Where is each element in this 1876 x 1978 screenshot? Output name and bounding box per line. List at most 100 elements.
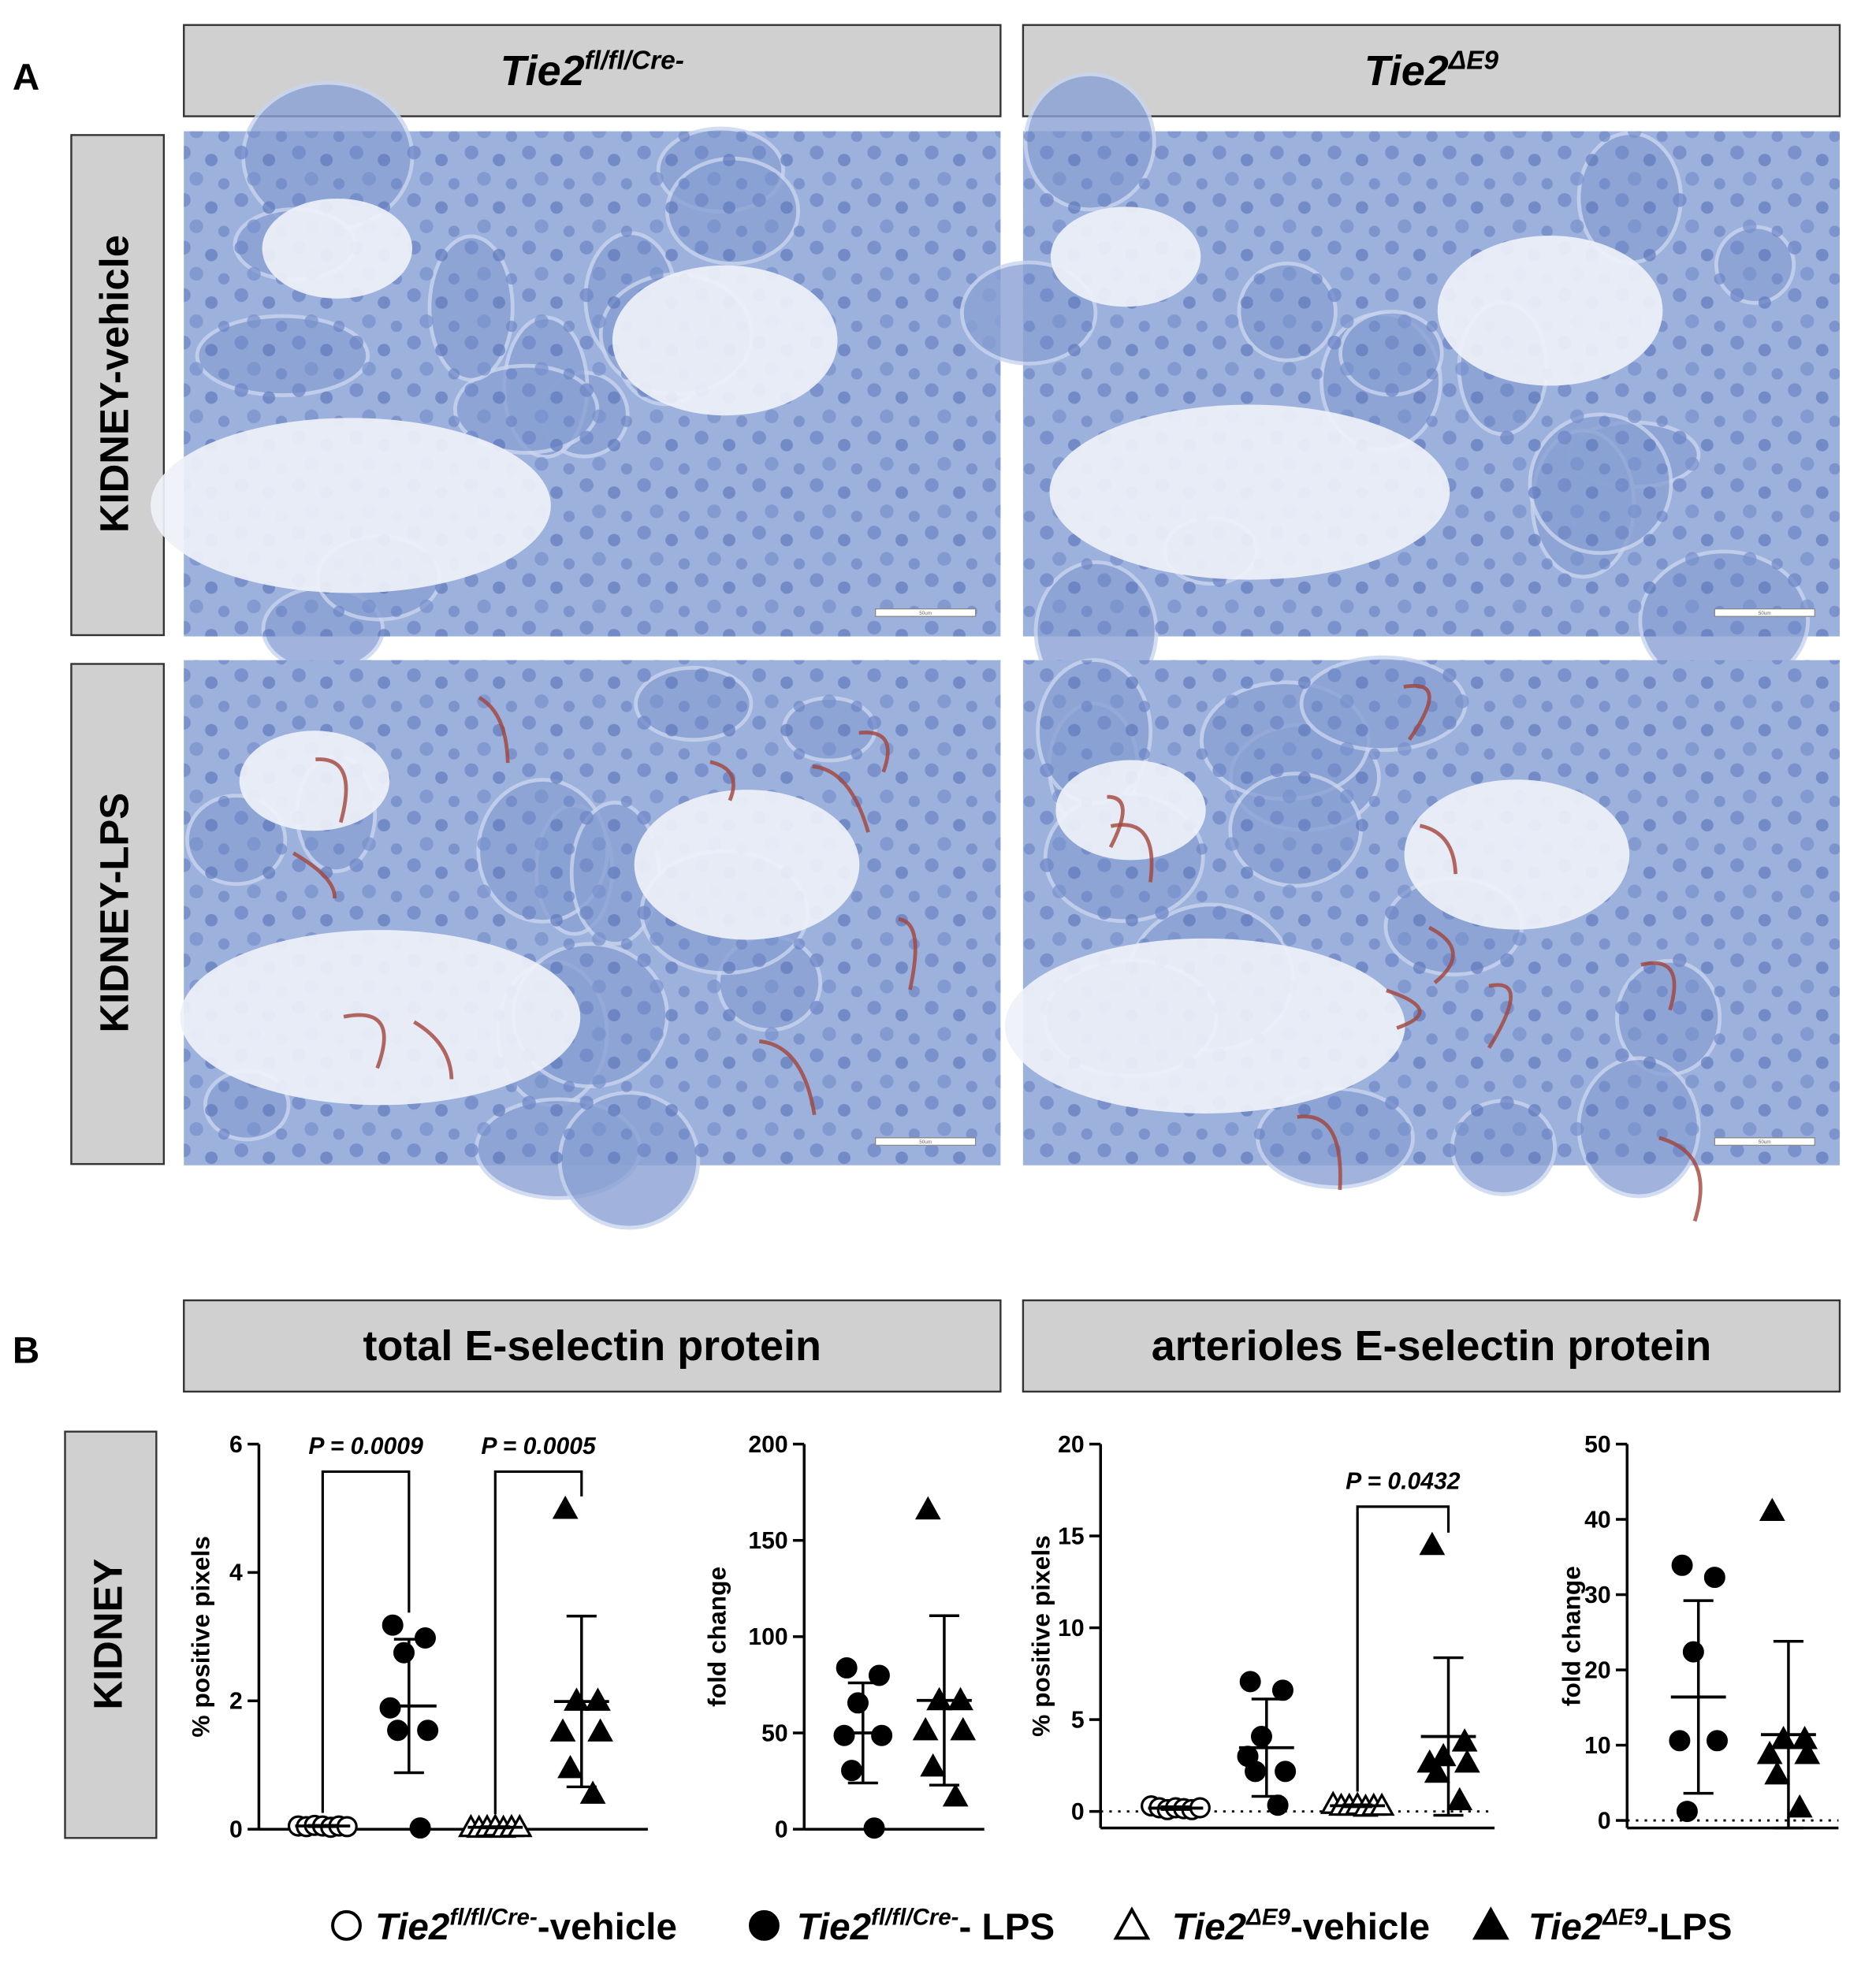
data-point [1250,1726,1272,1748]
y-tick-label: 15 [1058,1523,1085,1549]
data-point [1271,1679,1293,1701]
text-base: Tie2 [375,1906,449,1948]
scale-bar-label: 50um [919,1140,932,1145]
section-header-box [183,1299,1002,1393]
text-base: Tie2 [1172,1906,1246,1948]
y-axis-label: % positive pixels [186,1536,214,1738]
stain [1419,824,1458,875]
text-suffix: -vehicle [538,1906,677,1948]
text-superscript: fl/fl/Cre- [449,1905,537,1931]
panel-label: B [13,1329,39,1371]
y-tick-label: 30 [1584,1582,1611,1608]
data-point [393,1642,415,1664]
micrograph [180,660,1001,1230]
p-value: P = 0.0432 [1346,1469,1461,1495]
stain [1386,988,1422,1030]
data-point [836,1656,858,1679]
y-tick-label: 10 [1584,1733,1611,1759]
data-point [1759,1497,1785,1522]
scale-bar [875,608,977,617]
significance-bracket [493,1470,583,1815]
y-tick-label: 150 [748,1528,787,1554]
text-base: Tie2 [1528,1906,1602,1948]
text-superscript: fl/fl/Cre- [871,1905,958,1931]
data-point [587,1718,613,1742]
micrograph [151,80,1001,673]
data-point [1446,1787,1473,1811]
error-bar [480,1825,511,1830]
scale-bar [875,1137,977,1146]
stain [858,731,890,773]
row-label-box [70,134,166,637]
text-suffix: -LPS [1647,1906,1732,1948]
panel-label: A [13,57,39,99]
text-base: Tie2 [797,1906,871,1948]
section-header: total E-selectin protein [363,1322,821,1370]
data-point [1267,1794,1289,1816]
text-superscript: ΔE9 [1447,46,1499,75]
data-point [1682,1641,1704,1663]
significance-bracket [1356,1505,1450,1792]
y-tick-label: 6 [229,1432,243,1458]
stain [315,757,348,824]
y-tick-label: 0 [1071,1799,1085,1825]
significance-bracket [321,1470,411,1813]
error-bar [1160,1805,1191,1811]
data-point [863,1817,885,1839]
lumen [1437,236,1663,386]
y-tick-label: 4 [229,1560,243,1586]
stain [1658,1136,1703,1222]
legend-marker [1113,1906,1151,1940]
text-superscript: fl/fl/Cre- [585,46,684,75]
stain [709,760,735,801]
lumen [1004,938,1405,1114]
error-bar [847,1681,878,1785]
data-point [912,1716,939,1741]
lumen [180,930,581,1106]
p-value: P = 0.0005 [481,1433,597,1459]
y-tick-label: 100 [748,1624,787,1650]
legend-label: Tie2ΔE9-vehicle [1172,1905,1430,1948]
data-point [950,1716,977,1741]
data-point [1786,1794,1813,1818]
section-header-box [1022,1299,1841,1393]
stain [413,1020,454,1080]
column-header: Tie2ΔE9 [1364,46,1499,94]
row-label: KIDNEY-vehicle [92,235,137,533]
text-superscript: ΔE9 [1245,1905,1290,1931]
scale-bar-label: 50um [919,611,932,616]
y-tick-label: 20 [1058,1432,1085,1458]
y-tick-label: 200 [748,1432,787,1458]
data-point [409,1817,431,1839]
y-tick-label: 0 [775,1817,788,1843]
y-tick-label: 0 [229,1817,243,1843]
stain [1297,1114,1342,1191]
data-point [1707,1730,1728,1752]
stain [1640,961,1677,1011]
p-value: P = 0.0009 [308,1433,423,1459]
data-point [417,1720,439,1742]
data-point [942,1783,969,1807]
scale-bar [1714,1137,1815,1146]
data-point [914,1496,941,1520]
legend-marker [331,1909,362,1941]
text-suffix: -vehicle [1290,1906,1430,1948]
data-point [564,1687,590,1711]
scale-bar [1714,608,1815,617]
error-bar [929,1614,959,1787]
y-tick-label: 50 [761,1720,788,1746]
column-header: Tie2fl/fl/Cre- [501,46,684,94]
data-point [868,1664,890,1686]
legend-marker [749,1909,780,1941]
y-axis-label: fold change [1557,1566,1585,1706]
section-header: arterioles E-selectin protein [1152,1322,1711,1370]
stain [1487,983,1513,1049]
data-point [552,1495,579,1519]
data-point [379,1697,401,1719]
legend-label: Tie2fl/fl/Cre--vehicle [375,1905,677,1948]
data-point [585,1687,611,1711]
stain [292,851,337,899]
lumen [151,418,551,593]
data-point [1676,1801,1698,1823]
lumen [634,790,860,940]
